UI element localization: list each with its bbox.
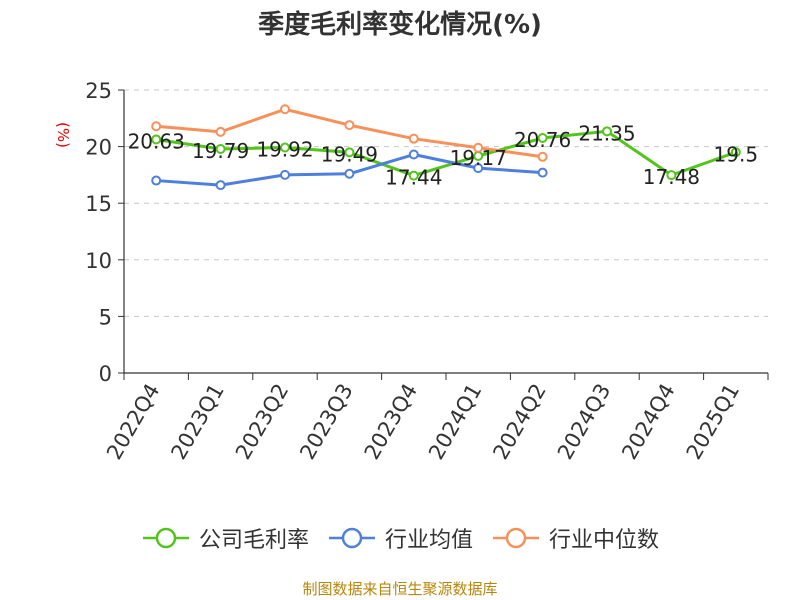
y-tick-label: 0: [99, 362, 112, 386]
data-label: 21.35: [578, 121, 635, 145]
data-point: [215, 180, 226, 191]
data-point: [473, 142, 484, 153]
legend-swatch: [142, 527, 189, 549]
data-label: 19.5: [714, 142, 759, 166]
data-label: 19.49: [321, 142, 378, 166]
grid-layer: [124, 89, 768, 317]
source-footer: 制图数据来自恒生聚源数据库: [302, 580, 498, 598]
x-tick-label: 2023Q4: [360, 380, 422, 464]
data-point: [537, 132, 548, 143]
x-tick-label: 2025Q1: [682, 380, 744, 464]
data-point: [537, 167, 548, 178]
legend-label: 行业均值: [384, 528, 473, 553]
data-label: 20.63: [128, 129, 185, 153]
data-point: [730, 147, 741, 158]
legend-label: 行业中位数: [549, 528, 660, 553]
data-label: 20.76: [514, 128, 571, 152]
y-tick-label: 25: [85, 79, 112, 103]
data-point: [215, 143, 226, 154]
data-point: [408, 133, 419, 144]
data-label: 17.48: [643, 165, 700, 189]
series-line-0: [155, 129, 737, 178]
x-tick-label: 2023Q2: [231, 380, 293, 464]
data-point: [151, 121, 162, 132]
data-point: [408, 149, 419, 160]
legend-swatch: [493, 527, 539, 549]
x-tick-label: 2023Q3: [295, 380, 357, 464]
data-label: 19.79: [192, 139, 249, 163]
x-tick-label: 2024Q1: [424, 380, 486, 464]
y-tick-label: 15: [85, 192, 112, 216]
data-point: [473, 163, 484, 174]
x-tick-label: 2024Q4: [617, 380, 679, 464]
data-point: [215, 126, 226, 137]
data-label: 19.92: [256, 138, 313, 162]
data-point: [280, 169, 290, 180]
data-point: [537, 151, 548, 162]
data-point: [344, 120, 355, 131]
data-point: [344, 147, 355, 158]
data-point: [280, 142, 290, 153]
data-point: [666, 170, 677, 181]
data-point: [344, 168, 355, 179]
data-point: [151, 175, 162, 186]
legend: 公司毛利率 行业均值 行业中位数: [0, 522, 800, 554]
x-tick-label: 2023Q1: [166, 380, 228, 464]
legend-swatch: [328, 527, 375, 549]
data-point: [280, 104, 290, 115]
chart-title: 季度毛利率变化情况(%): [258, 10, 542, 40]
axis-layer: 0 5 10 15 20 25 2022Q4 2023Q1 2023Q2 2023Q3 2023Q4…: [85, 79, 769, 464]
data-label-layer: 20.63 19.79 19.92 19.49 17.44 19.17 20.76 21.35…: [128, 121, 758, 189]
data-point: [408, 170, 419, 181]
chart-plot: 0 5 10 15 20 25 2022Q4 2023Q1 2023Q2 2023Q3 2023Q4…: [85, 79, 769, 464]
y-tick-label: 10: [85, 249, 112, 273]
data-label: 19.17: [450, 146, 507, 170]
data-point: [602, 126, 612, 137]
y-tick-label: 5: [99, 305, 112, 329]
x-tick-label: 2024Q3: [553, 380, 615, 464]
series-layer: [151, 104, 741, 191]
legend-item[interactable]: 行业均值: [327, 522, 473, 554]
legend-label: 公司毛利率: [198, 528, 309, 553]
data-point: [151, 134, 162, 145]
legend-item[interactable]: 公司毛利率: [141, 522, 309, 554]
y-tick-label: 20: [85, 136, 112, 160]
legend-item[interactable]: 行业中位数: [491, 522, 659, 554]
x-tick-label: 2024Q2: [488, 380, 550, 464]
x-tick-label: 2022Q4: [102, 380, 164, 464]
data-label: 17.44: [385, 166, 442, 190]
